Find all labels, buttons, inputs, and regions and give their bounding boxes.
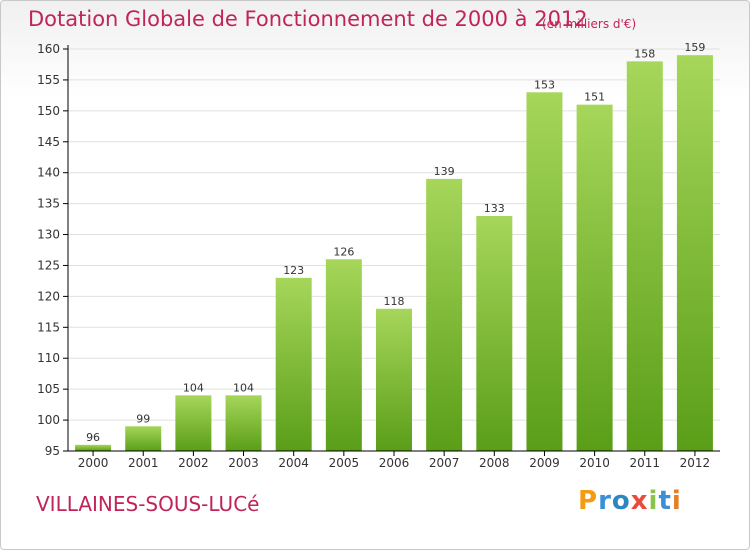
x-tick-label: 2003	[228, 456, 259, 470]
bar-2010	[576, 104, 613, 452]
x-tick-label: 2011	[629, 456, 660, 470]
x-tick-label: 2001	[128, 456, 159, 470]
x-tick-label: 2010	[579, 456, 610, 470]
labels: 95 100 105 110 115 120 125 130 135 140 145 150 155 16…	[37, 41, 710, 470]
data-label-2000: 96	[86, 431, 100, 444]
x-tick-label: 2012	[680, 456, 711, 470]
y-tick-label: 95	[45, 444, 60, 458]
x-tick-label: 2000	[78, 456, 109, 470]
proxiti-logo: Proxiti	[578, 486, 682, 516]
bar-2006	[376, 308, 412, 451]
y-tick-label: 125	[37, 258, 60, 272]
x-tick-label: 2005	[329, 456, 360, 470]
bar-2008	[476, 215, 513, 451]
bar-2011	[626, 61, 663, 451]
x-tick-label: 2007	[429, 456, 460, 470]
axes	[63, 45, 720, 456]
data-label-2012: 159	[684, 41, 705, 54]
bar-2012	[676, 55, 713, 451]
bar-2009	[526, 92, 563, 452]
y-tick-label: 115	[37, 320, 60, 334]
data-label-2001: 99	[136, 412, 150, 425]
chart-title: Dotation Globale de Fonctionnement de 20…	[28, 7, 588, 31]
y-tick-label: 145	[37, 135, 60, 149]
data-label-2011: 158	[634, 47, 655, 60]
bar-2007	[426, 178, 463, 451]
data-label-2009: 153	[534, 78, 555, 91]
data-label-2003: 104	[233, 381, 254, 394]
y-tick-label: 160	[37, 42, 60, 56]
x-tick-label: 2002	[178, 456, 209, 470]
bar-2002	[175, 395, 212, 451]
x-tick-label: 2006	[379, 456, 410, 470]
data-label-2002: 104	[183, 381, 204, 394]
bar-2000	[75, 444, 112, 451]
data-label-2006: 118	[384, 295, 405, 308]
y-tick-label: 105	[37, 382, 60, 396]
x-tick-label: 2009	[529, 456, 560, 470]
bars	[75, 55, 713, 452]
commune-name: VILLAINES-SOUS-LUCé	[36, 492, 260, 516]
chart-subtitle: (en milliers d'€)	[542, 17, 637, 31]
bar-2001	[125, 426, 162, 451]
data-label-2008: 133	[484, 202, 505, 215]
x-tick-label: 2008	[479, 456, 510, 470]
bar-2004	[275, 277, 312, 451]
bar-2003	[225, 395, 262, 451]
data-label-2007: 139	[434, 165, 455, 178]
bar-2005	[325, 259, 362, 451]
y-tick-label: 100	[37, 413, 60, 427]
y-tick-label: 155	[37, 73, 60, 87]
data-label-2010: 151	[584, 91, 605, 104]
y-tick-label: 140	[37, 166, 60, 180]
y-tick-label: 135	[37, 197, 60, 211]
data-label-2005: 126	[333, 245, 354, 258]
y-tick-label: 120	[37, 289, 60, 303]
x-tick-label: 2004	[278, 456, 309, 470]
data-label-2004: 123	[283, 264, 304, 277]
y-tick-label: 110	[37, 351, 60, 365]
y-tick-label: 130	[37, 228, 60, 242]
y-tick-label: 150	[37, 104, 60, 118]
